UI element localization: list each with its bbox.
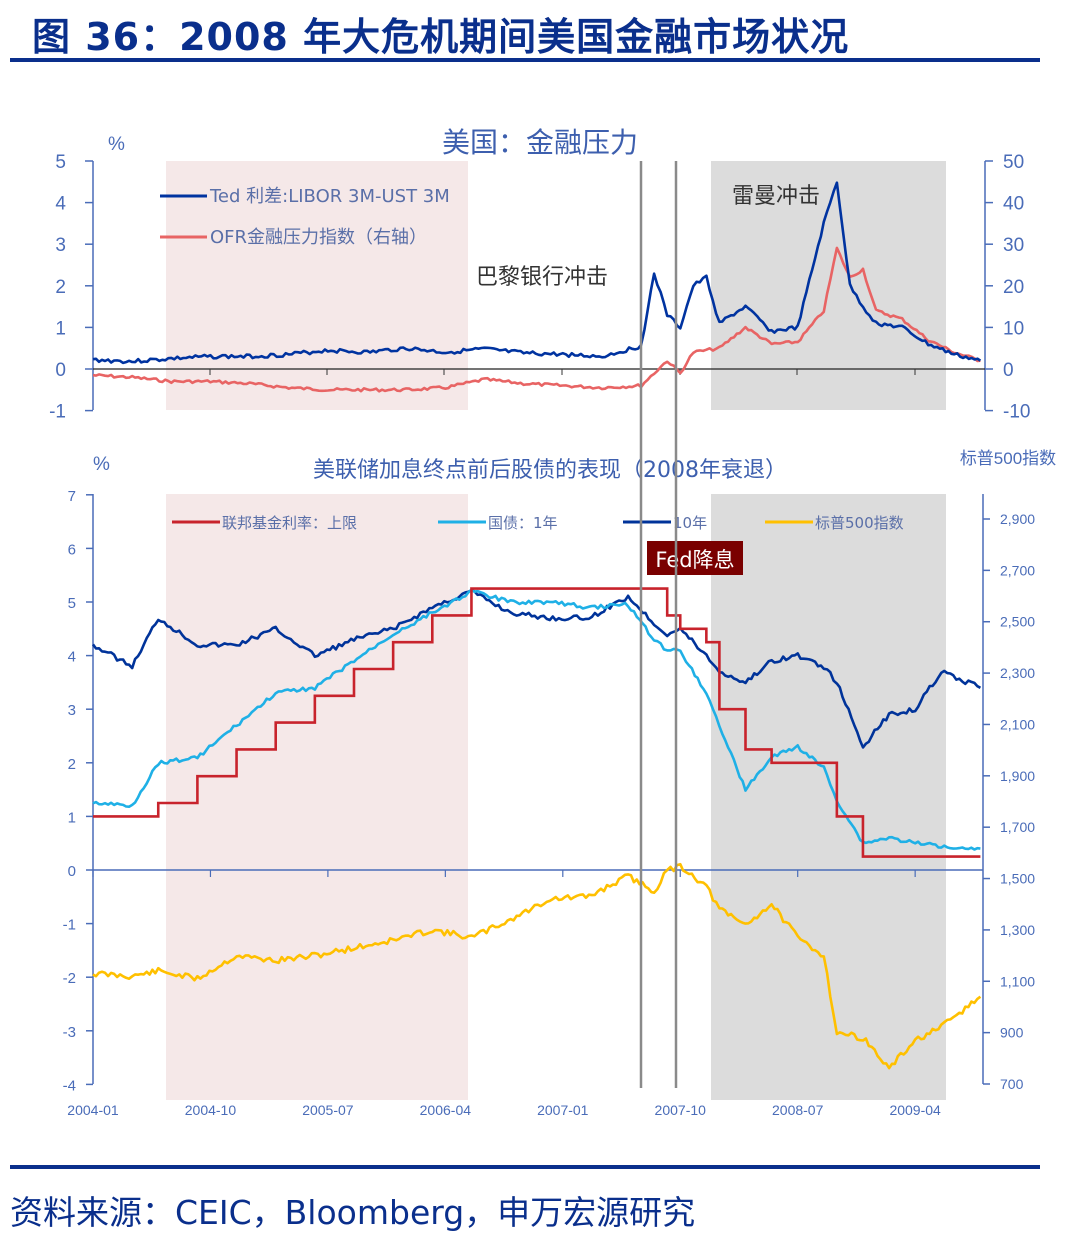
bottom-right-tick: 1,900 xyxy=(1000,768,1035,784)
x-tick-label: 2009-04 xyxy=(889,1102,941,1118)
x-tick-label: 2007-10 xyxy=(655,1102,707,1118)
bottom-left-tick: 1 xyxy=(68,809,76,826)
top-y-unit: % xyxy=(108,134,125,155)
spx-line xyxy=(92,862,982,1070)
x-tick-label: 2004-10 xyxy=(185,1102,237,1118)
bottom-right-tick: 2,700 xyxy=(1000,562,1035,578)
bottom-right-tick: 2,500 xyxy=(1000,614,1035,630)
bottom-chart-title: 美联储加息终点前后股债的表现（2008年衰退） xyxy=(313,458,787,483)
legend-ust10y: 10年 xyxy=(673,514,707,532)
top-left-tick: 3 xyxy=(55,235,66,256)
top-left-tick: -1 xyxy=(49,402,66,423)
ted-spread-line xyxy=(92,181,982,365)
x-tick-label: 2006-04 xyxy=(420,1102,472,1118)
bottom-right-tick: 2,900 xyxy=(1000,511,1035,527)
x-tick-label: 2005-07 xyxy=(302,1102,354,1118)
bottom-right-tick: 2,100 xyxy=(1000,716,1035,732)
top-left-tick: 2 xyxy=(55,277,66,298)
top-left-tick: 4 xyxy=(55,194,66,215)
bottom-left-tick: -1 xyxy=(63,917,76,934)
bottom-gray-shade xyxy=(711,494,946,1100)
top-right-tick: 40 xyxy=(1003,194,1024,215)
bottom-right-tick: 1,500 xyxy=(1000,871,1035,887)
bottom-y-unit: % xyxy=(93,454,110,475)
bottom-right-tick: 1,300 xyxy=(1000,922,1035,938)
top-right-tick: -10 xyxy=(1003,402,1030,423)
bottom-chart-rates-equities: 美联储加息终点前后股债的表现（2008年衰退）% 标普500指数 -4 -3 -2 -1 0… xyxy=(63,449,1057,1118)
legend-fed-funds: 联邦基金利率：上限 xyxy=(222,514,357,532)
bottom-left-tick: 2 xyxy=(68,756,76,773)
source-note: 资料来源：CEIC，Bloomberg，申万宏源研究 xyxy=(10,1193,696,1232)
top-right-tick: 0 xyxy=(1003,360,1014,381)
top-right-tick: 50 xyxy=(1003,152,1024,173)
bottom-left-tick: 6 xyxy=(68,541,76,558)
bottom-pink-shade xyxy=(166,494,468,1100)
bottom-left-tick: 0 xyxy=(68,863,76,880)
top-chart-title: 美国：金融压力 xyxy=(442,126,638,159)
bottom-right-tick: 1,700 xyxy=(1000,819,1035,835)
figure-title: 图 36：2008 年大危机期间美国金融市场状况 xyxy=(32,15,850,59)
bottom-right-tick: 900 xyxy=(1000,1025,1024,1041)
fed-cut-label-box xyxy=(647,541,743,575)
legend-ust1y: 国债：1年 xyxy=(488,514,558,532)
ust1y-line xyxy=(92,588,981,851)
bottom-left-tick: 5 xyxy=(68,595,76,612)
x-tick-label: 2008-07 xyxy=(772,1102,824,1118)
ofr-stress-line xyxy=(92,246,981,393)
bottom-left-tick: -2 xyxy=(63,970,76,987)
top-left-tick: 1 xyxy=(55,318,66,339)
fed-funds-line xyxy=(93,587,981,858)
annotation-paribas: 巴黎银行冲击 xyxy=(476,265,608,290)
title-underline xyxy=(10,58,1040,62)
bottom-left-tick: -4 xyxy=(63,1077,76,1094)
legend-ofr: OFR金融压力指数（右轴） xyxy=(210,227,427,248)
bottom-left-tick: 4 xyxy=(68,649,76,666)
bottom-right-tick: 700 xyxy=(1000,1076,1024,1092)
legend-spx: 标普500指数 xyxy=(815,514,904,532)
footer-rule xyxy=(10,1165,1040,1169)
bottom-left-tick: 7 xyxy=(68,488,76,505)
bottom-right-tick: 1,100 xyxy=(1000,973,1035,989)
bottom-left-tick: 3 xyxy=(68,702,76,719)
bottom-right-tick: 2,300 xyxy=(1000,665,1035,681)
top-left-tick: 0 xyxy=(55,360,66,381)
legend-ted: Ted 利差:LIBOR 3M-UST 3M xyxy=(209,186,450,207)
top-right-tick: 30 xyxy=(1003,235,1024,256)
top-left-tick: 5 xyxy=(55,152,66,173)
ust10y-line xyxy=(91,588,982,749)
bottom-y2-label: 标普500指数 xyxy=(960,449,1056,468)
bottom-left-tick: -3 xyxy=(63,1024,76,1041)
x-tick-label: 2004-01 xyxy=(67,1102,119,1118)
annotation-lehman: 雷曼冲击 xyxy=(732,184,820,209)
top-right-tick: 10 xyxy=(1003,318,1024,339)
top-right-tick: 20 xyxy=(1003,277,1024,298)
x-tick-label: 2007-01 xyxy=(537,1102,589,1118)
annotation-fed-cut: Fed降息 xyxy=(655,548,734,572)
